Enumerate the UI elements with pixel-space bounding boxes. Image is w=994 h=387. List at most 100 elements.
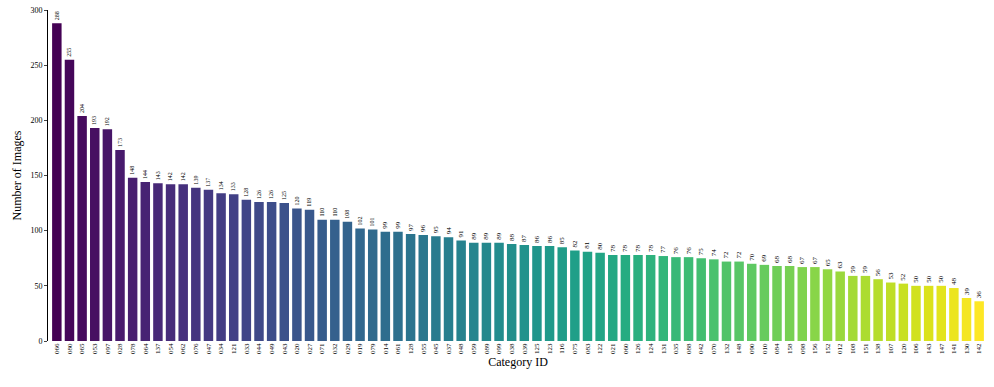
svg-text:110: 110 (332, 208, 338, 217)
svg-text:255: 255 (66, 48, 72, 57)
svg-text:084: 084 (773, 343, 781, 354)
svg-text:119: 119 (306, 198, 312, 207)
svg-text:125: 125 (281, 191, 287, 200)
svg-text:021: 021 (609, 343, 617, 354)
svg-text:131: 131 (660, 343, 668, 354)
svg-text:132: 132 (723, 343, 731, 354)
svg-text:039: 039 (521, 343, 529, 354)
svg-text:68: 68 (773, 255, 781, 263)
svg-text:156: 156 (811, 343, 819, 354)
svg-text:78: 78 (621, 244, 629, 252)
svg-text:39: 39 (963, 287, 971, 295)
svg-text:89: 89 (495, 232, 503, 240)
svg-text:88: 88 (508, 233, 516, 241)
svg-text:122: 122 (596, 343, 604, 354)
svg-text:048: 048 (457, 343, 465, 354)
svg-text:48: 48 (950, 278, 958, 286)
svg-text:027: 027 (306, 343, 314, 354)
svg-text:066: 066 (53, 343, 61, 354)
svg-text:76: 76 (672, 247, 680, 255)
svg-text:99: 99 (381, 221, 389, 229)
svg-text:126: 126 (256, 190, 262, 199)
svg-text:049: 049 (268, 343, 276, 354)
svg-text:142: 142 (180, 172, 186, 181)
svg-text:061: 061 (394, 343, 402, 354)
svg-text:97: 97 (407, 223, 415, 231)
svg-text:50: 50 (912, 275, 920, 283)
svg-text:Number of Images: Number of Images (10, 130, 24, 220)
svg-text:50: 50 (937, 275, 945, 283)
svg-text:36: 36 (975, 291, 983, 299)
svg-text:020: 020 (293, 343, 301, 354)
svg-text:52: 52 (899, 273, 907, 281)
svg-text:054: 054 (167, 343, 175, 354)
svg-text:0: 0 (38, 337, 42, 346)
svg-text:059: 059 (470, 343, 478, 354)
svg-text:85: 85 (558, 237, 566, 245)
svg-text:Category ID: Category ID (488, 355, 548, 369)
svg-text:028: 028 (116, 343, 124, 354)
svg-text:120: 120 (900, 343, 908, 354)
svg-text:071: 071 (318, 343, 326, 354)
svg-text:100: 100 (30, 226, 42, 235)
svg-text:193: 193 (91, 116, 97, 125)
svg-text:102: 102 (357, 216, 363, 225)
svg-text:034: 034 (217, 343, 225, 354)
svg-text:139: 139 (193, 176, 199, 185)
svg-text:134: 134 (218, 181, 224, 190)
svg-text:089: 089 (483, 343, 491, 354)
svg-text:158: 158 (786, 343, 794, 354)
svg-text:200: 200 (30, 116, 42, 125)
svg-text:035: 035 (672, 343, 680, 354)
svg-text:142: 142 (167, 172, 173, 181)
svg-text:81: 81 (583, 241, 591, 249)
svg-text:141: 141 (950, 343, 958, 354)
svg-text:110: 110 (319, 208, 325, 217)
svg-text:96: 96 (419, 225, 427, 233)
svg-text:014: 014 (382, 343, 390, 354)
svg-text:070: 070 (710, 343, 718, 354)
svg-text:083: 083 (584, 343, 592, 354)
svg-text:50: 50 (925, 275, 933, 283)
svg-text:121: 121 (230, 343, 238, 354)
svg-text:152: 152 (824, 343, 832, 354)
svg-text:138: 138 (874, 343, 882, 354)
svg-text:108: 108 (849, 343, 857, 354)
svg-text:91: 91 (457, 230, 465, 238)
svg-text:99: 99 (394, 221, 402, 229)
svg-text:78: 78 (647, 244, 655, 252)
svg-text:090: 090 (748, 343, 756, 354)
svg-text:87: 87 (520, 235, 528, 243)
svg-text:70: 70 (748, 253, 756, 261)
svg-text:108: 108 (344, 210, 350, 219)
svg-text:151: 151 (862, 343, 870, 354)
svg-text:029: 029 (344, 343, 352, 354)
svg-text:019: 019 (356, 343, 364, 354)
svg-text:148: 148 (735, 343, 743, 354)
svg-text:143: 143 (155, 171, 161, 180)
svg-text:107: 107 (887, 343, 895, 354)
svg-text:59: 59 (849, 265, 857, 273)
svg-text:89: 89 (482, 232, 490, 240)
svg-text:124: 124 (647, 343, 655, 354)
svg-text:043: 043 (281, 343, 289, 354)
svg-text:75: 75 (697, 248, 705, 256)
svg-text:064: 064 (142, 343, 150, 354)
svg-text:288: 288 (54, 11, 60, 20)
svg-text:053: 053 (91, 343, 99, 354)
svg-text:86: 86 (546, 236, 554, 244)
svg-text:59: 59 (861, 265, 869, 273)
svg-text:099: 099 (495, 343, 503, 354)
svg-text:76: 76 (685, 247, 693, 255)
svg-text:72: 72 (735, 251, 743, 259)
svg-text:80: 80 (596, 242, 604, 250)
svg-text:53: 53 (887, 272, 895, 280)
svg-text:060: 060 (622, 343, 630, 354)
svg-text:062: 062 (179, 343, 187, 354)
svg-text:82: 82 (571, 240, 579, 248)
svg-text:106: 106 (912, 343, 920, 354)
svg-text:78: 78 (634, 244, 642, 252)
svg-text:080: 080 (66, 343, 74, 354)
svg-text:192: 192 (104, 117, 110, 126)
svg-text:076: 076 (192, 343, 200, 354)
